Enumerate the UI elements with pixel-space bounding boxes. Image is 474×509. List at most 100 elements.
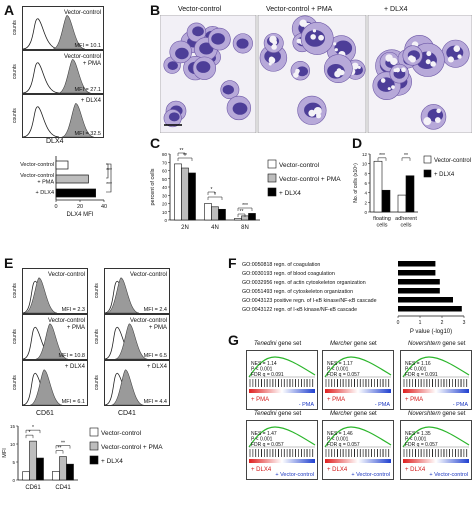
e-legend-swatch-2: [89, 441, 99, 451]
e-sig-star: **: [58, 446, 62, 452]
f-term-2: GO:0030193 regn. of blood coagulation: [242, 271, 335, 277]
gsea-title: Tenedini gene set: [254, 411, 302, 417]
gsea-enrichment-curve: [248, 356, 316, 378]
e-left-hist-1-label: Vector-control: [48, 272, 85, 278]
cell-vacuole: [426, 51, 432, 57]
c-bar-4N-1: [204, 203, 212, 221]
e-right-hist-3-label: + DLX4: [147, 364, 168, 370]
cell-nucleus: [196, 61, 211, 73]
gsea-enrichment-curve: [402, 356, 470, 378]
d-legend-swatch-1: [423, 155, 432, 164]
d-y-label: No. of cells (x10⁵): [353, 163, 359, 203]
cell-vacuole: [423, 117, 432, 126]
d-bar-2-2: [405, 175, 415, 213]
c-tick-label: 40: [162, 185, 168, 190]
gsea-plot-1-2: NES = 1.17 P < 0.001 FDR q = 0.057 + PMA - P…: [322, 350, 394, 410]
d-sig-star: ***: [379, 153, 385, 159]
cell-vacuole: [293, 72, 299, 78]
gsea-rank-bar: [325, 389, 391, 393]
e-bar-CD41-2: [59, 456, 67, 481]
cell-vacuole: [391, 85, 395, 89]
c-sig-bracket: [237, 213, 246, 217]
c-bar-4N-3: [218, 208, 226, 221]
e-right-hist-2-ylabel: counts: [94, 329, 100, 344]
c-tick-label: 20: [162, 202, 168, 207]
a-sig-star-2: ***: [106, 182, 112, 188]
e-right-hist-3-filled-curve: [111, 369, 144, 405]
a-hist-3-label: + DLX4: [81, 98, 102, 104]
cell-vacuole: [457, 54, 462, 59]
e-sig-bracket: [25, 434, 34, 439]
panel-e-x-left: CD61: [36, 410, 54, 417]
c-sig-star: *: [211, 187, 213, 193]
c-sig-bracket: [237, 207, 253, 211]
cell-vacuole: [436, 108, 441, 114]
a-hist-1-ylabel: counts: [12, 20, 18, 35]
d-sig-star: **: [404, 153, 408, 159]
a-bar-1: [55, 160, 69, 170]
gsea-rank-bar: [249, 389, 315, 393]
gsea-title: Tenedini gene set: [254, 341, 302, 347]
cell-nucleus: [192, 26, 204, 37]
a-sig-star-1: ***: [106, 168, 112, 174]
gsea-pos-label: + PMA: [327, 397, 345, 403]
e-right-hist-3-box: + DLX4 MFI = 4.4: [104, 360, 170, 406]
a-bar-tick-label: 40: [101, 204, 107, 210]
c-cat-label: 4N: [211, 225, 219, 231]
e-legend-swatch-1: [89, 427, 99, 437]
c-bar-4N-2: [211, 206, 219, 221]
panel-b-label: B: [150, 2, 161, 18]
e-sig-bracket: [55, 450, 64, 454]
gsea-pos-label: + PMA: [405, 397, 423, 403]
f-tick-label: 1: [419, 320, 422, 326]
micro-title-1: Vector-control: [178, 6, 222, 13]
e-bar-CD41-1: [52, 471, 60, 481]
e-bar-CD61-1: [22, 471, 30, 481]
e-sig-star: **: [61, 441, 65, 447]
gsea-rank-bar: [325, 459, 391, 463]
e-tick-label: 5: [12, 460, 15, 465]
e-bar-CD41-3: [66, 463, 74, 481]
cell-vacuole: [434, 117, 441, 123]
a-hist-3-filled-curve: [61, 103, 94, 137]
f-bar-6: [398, 306, 462, 312]
d-legend-label-2: + DLX4: [434, 172, 455, 178]
e-right-hist-1-plot: Vector-control MFI = 2.4: [105, 272, 167, 313]
gsea-neg-label: + Vector-control: [275, 472, 314, 478]
gsea-plot-2-2: NES = 1.46 P < 0.001 FDR q = 0.057 + DLX4 + …: [322, 420, 394, 480]
gsea-nes: NES = 1.17: [327, 361, 353, 367]
panel-e-label: E: [4, 255, 14, 271]
cell-vacuole: [351, 62, 359, 70]
gsea-neg-label: - PMA: [375, 402, 391, 408]
gsea-fdr: FDR q = 0.057: [327, 442, 360, 448]
micro-title-3: + DLX4: [384, 6, 408, 13]
e-left-hist-3-mfi: MFI = 6.1: [62, 399, 85, 405]
d-tick-label: 0: [364, 210, 367, 215]
e-left-hist-2-label: Vector-control: [48, 318, 85, 324]
e-left-hist-1-mfi: MFI = 2.3: [62, 307, 85, 313]
gsea-nes: NES = 1.35: [405, 431, 431, 437]
cell-nucleus: [222, 84, 234, 95]
gsea-nes: NES = 1.14: [251, 361, 277, 367]
e-legend-label-3: + DLX4: [101, 458, 123, 465]
gsea-title: Novershtern gene set: [408, 341, 466, 347]
panel-e-bar-chart: 051015MFI**CD61****CD41Vector-controlVec…: [2, 424, 163, 491]
gsea-p: P < 0.001: [405, 437, 427, 443]
a-hist-1-box: Vector-control MFI = 10.1: [22, 6, 104, 50]
cell-vacuole: [268, 62, 272, 66]
micro-title-2: Vector-control + PMA: [266, 6, 333, 13]
f-tick-label: 2: [441, 320, 444, 326]
gsea-rank-bar: [249, 459, 315, 463]
a-hist-3-mfi: MFI = 32.5: [75, 131, 101, 137]
c-legend-label-3: + DLX4: [279, 190, 301, 197]
f-term-1: GO:0050818 regn. of coagulation: [242, 262, 320, 268]
c-sig-star: *: [214, 192, 216, 198]
a-hist-3-box: + DLX4 MFI = 32.5: [22, 94, 104, 138]
f-axis-label: P value (-log10): [410, 329, 452, 335]
cell-vacuole: [387, 87, 391, 91]
e-left-hist-1-filled-curve: [24, 277, 58, 313]
